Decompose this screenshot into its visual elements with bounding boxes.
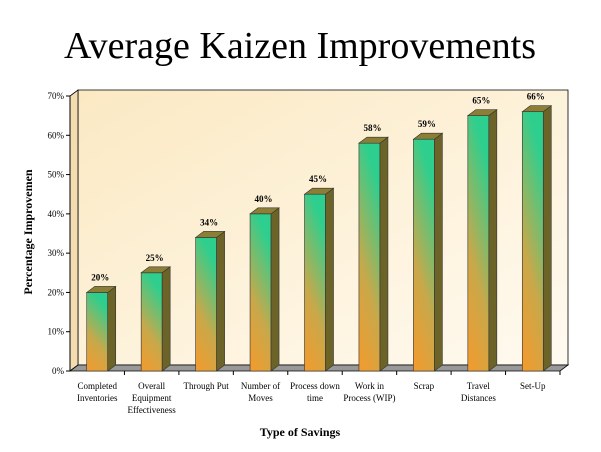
bar-top xyxy=(303,187,335,195)
y-tick-label: 0% xyxy=(52,366,65,376)
y-tick-label: 10% xyxy=(48,327,65,337)
bar-side xyxy=(270,207,280,372)
value-label: 20% xyxy=(91,272,109,282)
bar-side xyxy=(488,109,498,372)
bar xyxy=(195,237,217,372)
x-tick-label: Completed Inventories xyxy=(76,381,118,403)
bar-side xyxy=(379,136,389,372)
bar-side xyxy=(161,266,171,372)
bar xyxy=(521,111,544,372)
x-tick-label: Number of Moves xyxy=(240,381,281,403)
bar-side xyxy=(107,285,117,372)
bar-top xyxy=(140,266,172,274)
x-tick-label: Scrap xyxy=(413,381,435,391)
bar xyxy=(358,142,381,372)
value-label: 25% xyxy=(146,253,164,263)
bar xyxy=(413,138,435,372)
x-tick-label: Process down time xyxy=(290,381,340,403)
y-tick-label: 60% xyxy=(48,130,65,140)
bar-side xyxy=(434,132,443,372)
bar xyxy=(140,272,163,372)
side-wall xyxy=(69,89,79,372)
bar xyxy=(467,115,490,372)
value-label: 40% xyxy=(255,194,273,204)
bar xyxy=(86,292,109,372)
bar-top xyxy=(249,207,280,215)
bar-top xyxy=(85,286,117,293)
y-tick-label: 40% xyxy=(48,209,65,219)
x-axis-title: Type of Savings xyxy=(260,425,341,439)
bar xyxy=(249,213,272,372)
x-tick-label: Work in Process (WIP) xyxy=(343,381,396,403)
y-tick-label: 20% xyxy=(48,287,65,297)
value-label: 66% xyxy=(527,92,545,102)
value-label: 58% xyxy=(363,123,381,133)
bar-top xyxy=(466,109,498,116)
bar-side xyxy=(325,187,334,372)
bar-side xyxy=(542,105,552,372)
bar-top xyxy=(412,132,444,140)
bar-top xyxy=(194,231,226,238)
x-tick-label: Overall Equipment Effectiveness xyxy=(127,381,176,415)
chart-title: Average Kaizen Improvements xyxy=(64,25,536,67)
x-tick-label: Through Put xyxy=(183,381,229,391)
value-label: 59% xyxy=(418,119,436,129)
y-axis-title: Percentage Improvemen xyxy=(21,169,35,295)
y-tick-label: 30% xyxy=(48,248,65,258)
bar-side xyxy=(216,230,225,372)
value-label: 34% xyxy=(200,217,218,227)
value-label: 45% xyxy=(309,174,327,184)
bar-top xyxy=(358,136,389,144)
x-tick-label: Set-Up xyxy=(520,381,546,391)
bar-top xyxy=(521,105,553,113)
value-label: 65% xyxy=(472,96,490,106)
x-tick-label: Travel Distances xyxy=(460,381,496,403)
bar xyxy=(304,193,326,372)
y-tick-label: 70% xyxy=(48,91,65,101)
y-tick-label: 50% xyxy=(48,170,65,180)
